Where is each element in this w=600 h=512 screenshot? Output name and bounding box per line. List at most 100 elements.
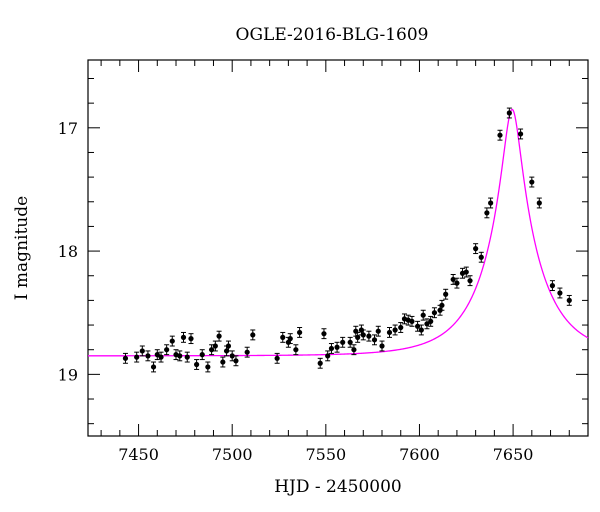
point-marker [134, 354, 140, 360]
point-marker [355, 334, 361, 340]
axis-ticks [88, 60, 589, 436]
point-marker [184, 354, 190, 360]
data-point [180, 331, 187, 343]
x-tick-label: 7550 [305, 445, 346, 464]
data-point [325, 350, 331, 362]
data-point [488, 197, 494, 209]
data-point [122, 352, 129, 364]
point-marker [379, 343, 385, 349]
data-point [164, 344, 170, 356]
data-point [229, 350, 235, 362]
point-marker [517, 131, 524, 137]
point-marker [194, 361, 200, 368]
data-point [463, 266, 469, 278]
data-point [317, 357, 323, 369]
data-point [439, 299, 445, 311]
point-marker [122, 355, 129, 361]
point-marker [450, 276, 456, 283]
data-point [150, 361, 157, 373]
y-tick-label: 18 [58, 242, 78, 261]
point-marker [150, 364, 157, 370]
data-point [321, 328, 327, 340]
data-point [549, 280, 556, 292]
data-point [297, 327, 303, 338]
point-marker [566, 297, 572, 303]
point-marker [244, 349, 250, 355]
y-tick-labels: 17 18 19 [58, 119, 78, 385]
point-marker [506, 110, 512, 116]
data-point [340, 336, 346, 348]
chart-title: OGLE-2016-BLG-1609 [236, 25, 429, 45]
point-marker [463, 269, 469, 275]
point-marker [536, 200, 542, 206]
point-marker [366, 333, 372, 339]
point-marker [529, 179, 535, 185]
point-marker [549, 283, 556, 289]
point-marker [229, 353, 235, 359]
point-marker [164, 347, 170, 353]
data-point [287, 333, 293, 345]
data-point [431, 307, 438, 319]
point-marker [375, 328, 381, 334]
data-point [420, 309, 426, 321]
point-marker [158, 354, 164, 360]
data-point [177, 350, 183, 362]
point-marker [225, 343, 232, 349]
data-point [478, 251, 484, 263]
point-marker [467, 278, 473, 284]
data-point [334, 341, 340, 353]
data-point [506, 107, 512, 119]
data-point [184, 351, 190, 363]
point-marker [418, 327, 424, 333]
x-tick-label: 7500 [212, 445, 253, 464]
data-point [418, 324, 424, 336]
data-point [293, 344, 299, 356]
data-point [392, 324, 398, 336]
data-point [484, 207, 490, 219]
point-marker [439, 302, 445, 308]
point-marker [233, 358, 239, 364]
point-marker [454, 280, 460, 286]
point-marker [340, 339, 346, 345]
point-marker [392, 327, 398, 333]
data-point [473, 243, 479, 255]
data-point [459, 267, 466, 279]
data-point [351, 344, 357, 356]
point-marker [139, 348, 145, 354]
point-marker [250, 332, 256, 338]
data-point [371, 334, 378, 346]
point-marker [208, 347, 215, 353]
point-marker [216, 333, 222, 339]
point-marker [386, 329, 393, 336]
point-marker [212, 343, 218, 349]
point-marker [497, 132, 503, 138]
y-tick-label: 19 [58, 365, 78, 384]
point-marker [443, 291, 449, 297]
point-marker [180, 334, 187, 340]
data-point [566, 294, 572, 306]
data-point [360, 329, 366, 341]
point-marker [409, 318, 415, 324]
data-point [386, 327, 393, 338]
x-tick-labels: 7450 7500 7550 7600 7650 [118, 445, 533, 464]
data-point [280, 331, 286, 343]
data-point [497, 129, 503, 141]
data-point [424, 318, 430, 330]
point-marker [199, 352, 205, 358]
point-marker [188, 336, 194, 342]
point-marker [431, 310, 438, 316]
point-marker [287, 336, 293, 342]
data-point [557, 287, 563, 299]
point-marker [428, 318, 434, 324]
data-point [355, 331, 361, 343]
data-point [145, 350, 151, 362]
y-tick-label: 17 [58, 119, 78, 138]
data-point [454, 277, 460, 289]
point-marker [398, 324, 404, 331]
data-point [154, 349, 160, 361]
data-point [328, 343, 335, 354]
y-axis-label: I magnitude [12, 196, 32, 300]
point-marker [220, 359, 226, 365]
point-marker [145, 353, 151, 359]
